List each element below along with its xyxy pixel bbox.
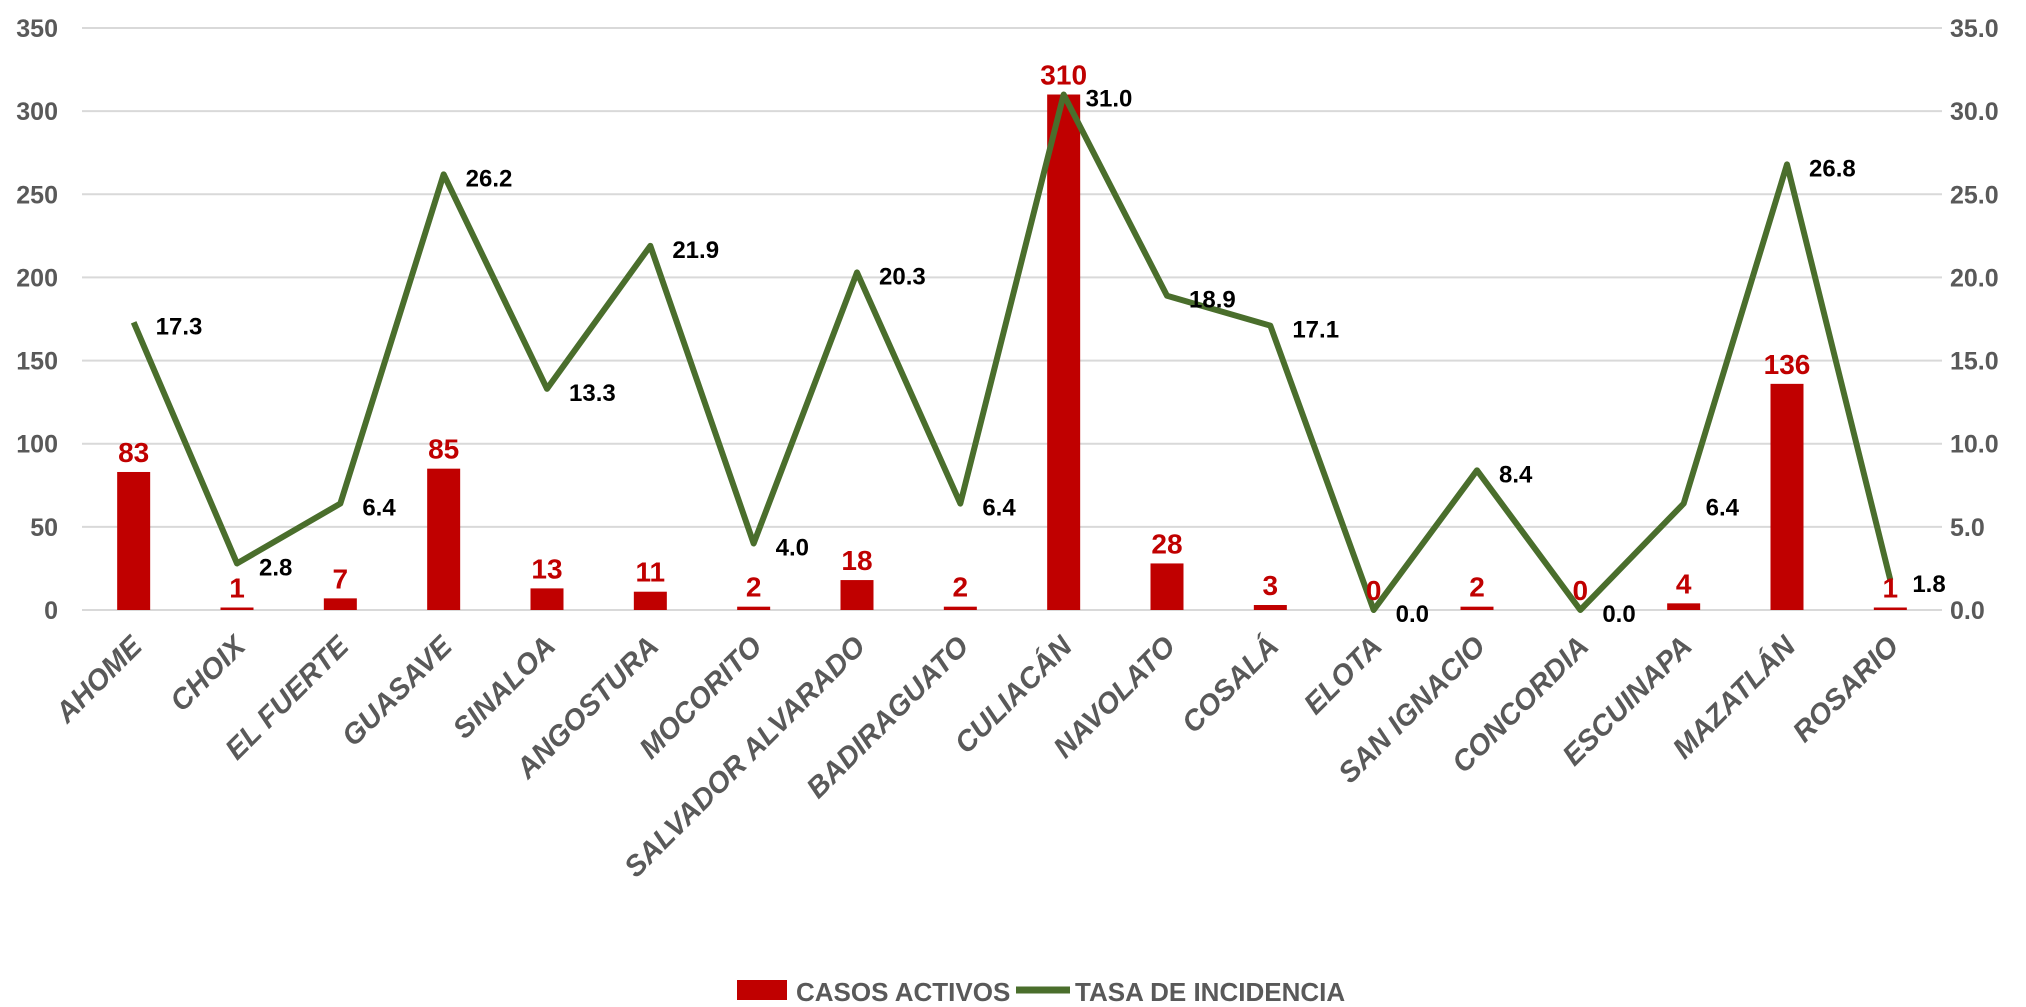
y-left-tick-label: 300 bbox=[16, 98, 58, 126]
bar-value-label: 2 bbox=[1469, 572, 1485, 603]
x-tick-label: GUASAVE bbox=[336, 629, 460, 753]
bar bbox=[1253, 605, 1287, 610]
line-value-label: 6.4 bbox=[362, 495, 396, 522]
line-value-label: 26.8 bbox=[1809, 155, 1856, 182]
line-value-label: 4.0 bbox=[776, 534, 809, 561]
line-value-label: 21.9 bbox=[672, 237, 719, 264]
bar-series-casos-activos bbox=[117, 94, 1907, 610]
line-value-label: 31.0 bbox=[1086, 86, 1133, 113]
bar-value-label: 310 bbox=[1040, 60, 1087, 91]
bar bbox=[737, 606, 771, 610]
bar bbox=[633, 591, 667, 610]
y-right-tick-label: 25.0 bbox=[1950, 181, 1999, 209]
bar bbox=[1047, 94, 1081, 610]
line-series-tasa-de-incidencia bbox=[130, 91, 1894, 613]
bar-value-label: 13 bbox=[531, 553, 562, 584]
y-left-tick-label: 150 bbox=[16, 348, 58, 376]
bar bbox=[117, 471, 151, 610]
bar-value-label: 7 bbox=[333, 563, 349, 594]
bar-value-label: 11 bbox=[636, 557, 666, 588]
y-axis-right: 0.0 5.0 10.0 15.0 20.0 25.0 30.0 35.0 bbox=[1950, 15, 1999, 625]
line-value-label: 26.2 bbox=[466, 165, 513, 192]
x-tick-label: AHOME bbox=[49, 629, 150, 730]
bar-value-label: 0 bbox=[1366, 575, 1382, 606]
bar-value-label: 85 bbox=[428, 434, 459, 465]
line-value-label: 13.3 bbox=[569, 380, 616, 407]
y-left-tick-label: 100 bbox=[16, 431, 58, 459]
bar-value-label: 3 bbox=[1263, 570, 1279, 601]
bar bbox=[1667, 603, 1701, 610]
y-left-tick-label: 350 bbox=[16, 15, 58, 43]
bar bbox=[1873, 607, 1907, 610]
bar-value-label: 1 bbox=[1883, 573, 1899, 604]
x-tick-label: ELOTA bbox=[1298, 630, 1389, 721]
line-value-label: 8.4 bbox=[1499, 461, 1533, 488]
y-left-tick-label: 200 bbox=[16, 264, 58, 292]
bar-value-label: 18 bbox=[841, 545, 872, 576]
line-value-label: 20.3 bbox=[879, 263, 926, 290]
bar-value-label: 1 bbox=[229, 573, 245, 604]
line-value-label: 6.4 bbox=[1706, 495, 1740, 522]
bar bbox=[323, 598, 357, 610]
y-left-tick-label: 250 bbox=[16, 181, 58, 209]
gridlines bbox=[82, 27, 1942, 611]
bar bbox=[943, 606, 977, 610]
bar-value-label: 2 bbox=[746, 572, 762, 603]
y-right-tick-label: 15.0 bbox=[1950, 348, 1999, 376]
line-value-label: 18.9 bbox=[1189, 287, 1236, 314]
y-left-tick-label: 0 bbox=[44, 597, 58, 625]
bar-value-label: 0 bbox=[1573, 575, 1589, 606]
y-right-tick-label: 20.0 bbox=[1950, 264, 1999, 292]
line-value-label: 0.0 bbox=[1602, 601, 1635, 628]
y-right-tick-label: 35.0 bbox=[1950, 15, 1999, 43]
bar bbox=[530, 588, 564, 610]
x-tick-label: ROSARIO bbox=[1787, 630, 1906, 749]
y-right-tick-label: 0.0 bbox=[1950, 597, 1985, 625]
bar-value-label: 28 bbox=[1151, 528, 1182, 559]
bar-value-label: 136 bbox=[1764, 349, 1811, 380]
bar bbox=[1770, 383, 1804, 610]
y-axis-left: 0 50 100 150 200 250 300 350 bbox=[16, 15, 58, 625]
line-value-label: 6.4 bbox=[982, 495, 1016, 522]
line-data-labels: 17.3 2.8 6.4 26.2 13.3 21.9 4.0 20.3 6.4 31.0 18.9… bbox=[156, 86, 1946, 628]
legend-swatch-casos-activos bbox=[737, 980, 787, 1000]
bar-value-label: 2 bbox=[953, 572, 969, 603]
bar bbox=[1460, 606, 1494, 610]
bar-value-label: 83 bbox=[118, 437, 149, 468]
bar bbox=[427, 468, 461, 610]
y-left-tick-label: 50 bbox=[30, 514, 58, 542]
legend-label-casos-activos: CASOS ACTIVOS bbox=[796, 977, 1010, 1007]
series-line bbox=[130, 91, 1894, 613]
y-right-tick-label: 30.0 bbox=[1950, 98, 1999, 126]
x-tick-label: CHOIX bbox=[164, 629, 253, 718]
bar-value-label: 4 bbox=[1676, 568, 1692, 599]
bar bbox=[840, 580, 874, 610]
line-value-label: 1.8 bbox=[1912, 571, 1945, 598]
line-value-label: 17.1 bbox=[1292, 317, 1339, 344]
bar bbox=[220, 607, 254, 610]
x-tick-label: COSALÁ bbox=[1175, 630, 1285, 740]
y-right-tick-label: 5.0 bbox=[1950, 514, 1985, 542]
line-value-label: 2.8 bbox=[259, 554, 292, 581]
legend: CASOS ACTIVOS TASA DE INCIDENCIA bbox=[737, 977, 1345, 1007]
line-value-label: 0.0 bbox=[1396, 601, 1429, 628]
legend-label-tasa-de-incidencia: TASA DE INCIDENCIA bbox=[1075, 977, 1345, 1007]
bar-data-labels: 83 1 7 85 13 11 2 18 2 310 28 3 0 2 0 4 136 1 bbox=[118, 60, 1898, 606]
y-right-tick-label: 10.0 bbox=[1950, 431, 1999, 459]
line-value-label: 17.3 bbox=[156, 313, 203, 340]
bar bbox=[1150, 563, 1184, 610]
